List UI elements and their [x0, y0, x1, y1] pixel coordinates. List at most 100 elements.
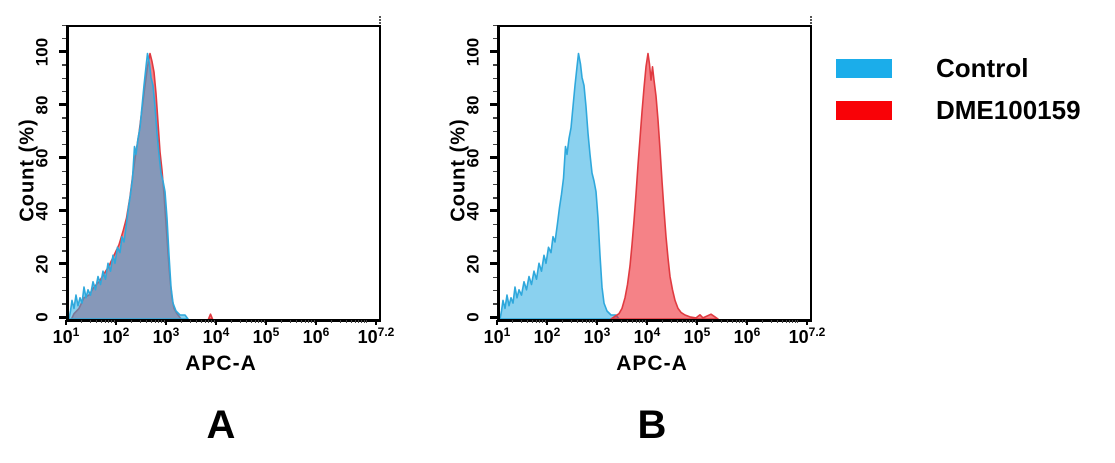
x-minor-tick [512, 320, 514, 323]
x-minor-tick [620, 320, 622, 323]
y-minor-tick [62, 117, 66, 119]
x-minor-tick [781, 320, 783, 323]
x-minor-tick [577, 320, 579, 323]
x-minor-tick [531, 320, 533, 323]
y-minor-tick [62, 90, 66, 93]
y-major-tick [490, 209, 497, 213]
x-minor-tick [727, 320, 729, 323]
x-minor-tick [612, 320, 614, 323]
histogram-svg-a [69, 52, 214, 319]
x-major-tick [315, 320, 317, 325]
legend-swatch-control-blue [836, 58, 892, 78]
x-minor-tick [213, 320, 215, 323]
y-tick-label: 20 [463, 254, 483, 274]
y-minor-tick [62, 64, 66, 66]
x-minor-tick [544, 320, 546, 323]
x-minor-tick [794, 320, 796, 323]
y-major-tick [490, 262, 497, 266]
y-minor-tick [62, 223, 66, 226]
x-minor-tick [354, 320, 356, 323]
y-minor-tick [62, 37, 66, 40]
panel-label-a: A [206, 403, 236, 447]
x-minor-tick [639, 320, 641, 323]
y-minor-tick [493, 223, 497, 226]
x-minor-tick [311, 320, 313, 323]
x-tick-label: 101 [52, 325, 80, 347]
x-minor-tick [358, 320, 360, 323]
x-minor-tick [250, 320, 252, 323]
axis-end-marker [810, 16, 812, 24]
y-minor-tick [493, 170, 497, 172]
x-minor-tick [304, 320, 306, 323]
x-minor-tick [785, 320, 787, 323]
x-axis-label: APC-A [185, 352, 257, 375]
x-minor-tick [366, 320, 367, 323]
x-minor-tick [258, 320, 260, 323]
x-minor-tick [539, 320, 541, 323]
x-tick-label: 103 [152, 325, 180, 347]
x-minor-tick [96, 320, 98, 323]
y-minor-tick [493, 24, 497, 26]
y-minor-tick [62, 250, 66, 252]
x-minor-tick [261, 320, 263, 323]
x-minor-tick [762, 320, 764, 323]
y-tick-label: 100 [32, 37, 52, 66]
x-minor-tick [263, 320, 265, 323]
x-minor-tick [211, 320, 213, 323]
x-minor-tick [163, 320, 165, 323]
x-minor-tick [154, 320, 156, 323]
y-minor-tick [493, 250, 497, 252]
x-minor-tick [131, 320, 133, 323]
x-minor-tick [527, 320, 529, 323]
histogram-svg-b [500, 52, 719, 319]
y-major-tick [490, 156, 497, 160]
x-minor-tick [739, 320, 741, 323]
x-minor-tick [777, 320, 779, 323]
y-major-tick [59, 103, 66, 107]
y-major-tick [59, 156, 66, 160]
y-minor-tick [493, 303, 497, 305]
x-tick-label: 103 [583, 325, 611, 347]
x-minor-tick [363, 320, 365, 323]
y-minor-tick [62, 77, 66, 80]
x-major-tick [646, 320, 648, 325]
y-minor-tick [62, 289, 66, 292]
x-tick-label: 104 [202, 325, 230, 347]
x-minor-tick [89, 320, 91, 323]
x-minor-tick [208, 320, 210, 323]
y-major-tick [59, 262, 66, 266]
x-minor-tick [744, 320, 746, 323]
x-minor-tick [361, 320, 363, 323]
axis-end-marker [379, 16, 381, 24]
y-major-tick [59, 50, 66, 54]
x-minor-tick [789, 320, 791, 323]
x-minor-tick [289, 320, 291, 323]
x-minor-tick [346, 320, 348, 323]
y-minor-tick [62, 183, 66, 186]
y-tick-label: 80 [463, 95, 483, 115]
y-minor-tick [62, 24, 66, 26]
x-major-tick [546, 320, 548, 325]
hist-control [69, 52, 189, 319]
x-minor-tick [685, 320, 687, 323]
x-minor-tick [689, 320, 691, 323]
x-minor-tick [108, 320, 110, 323]
x-minor-tick [712, 320, 714, 323]
x-minor-tick [662, 320, 664, 323]
x-minor-tick [581, 320, 583, 323]
x-minor-tick [681, 320, 683, 323]
x-tick-label: 102 [533, 325, 561, 347]
y-tick-label: 40 [463, 201, 483, 221]
y-minor-tick [493, 37, 497, 40]
plot-area-a [66, 16, 381, 322]
x-major-tick [696, 320, 698, 325]
x-tick-label: 106 [302, 325, 330, 347]
x-minor-tick [81, 320, 83, 323]
x-major-tick [375, 320, 377, 325]
x-minor-tick [139, 320, 141, 323]
panel-a: Count (%) APC-A A 101 102 103 104 105 106 107.… [0, 0, 460, 463]
hist-control [500, 52, 620, 319]
x-minor-tick [594, 320, 596, 323]
x-minor-tick [735, 320, 737, 323]
x-minor-tick [331, 320, 333, 323]
